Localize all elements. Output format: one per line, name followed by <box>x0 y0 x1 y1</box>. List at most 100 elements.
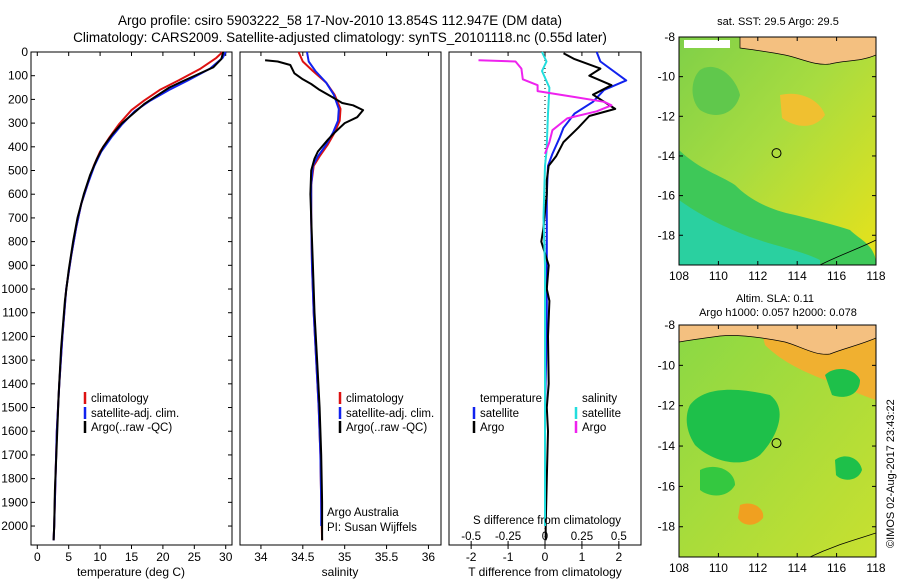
x-tick-label: 36 <box>422 550 436 564</box>
map-x-tick-label: 108 <box>669 561 689 575</box>
x-tick-label: 20 <box>156 550 170 564</box>
depth-tick-label: 100 <box>8 69 28 83</box>
s-difference-label: S difference from climatology <box>473 515 621 527</box>
sst-missing-data <box>684 40 730 48</box>
series-line-salinity-satellite <box>541 51 551 526</box>
series-line-salinity-argo <box>478 59 613 155</box>
temperature-panel: 0100200300400500600700800900100011001200… <box>1 45 641 579</box>
x-tick-label: -0.5 <box>461 531 481 543</box>
depth-tick-label: 1900 <box>1 495 28 509</box>
x-tick-label: 0 <box>34 550 41 564</box>
map-y-tick-label: -14 <box>658 149 676 163</box>
depth-tick-label: 1800 <box>1 472 28 486</box>
map-y-tick-label: -8 <box>664 318 675 332</box>
sla-low-region-3 <box>835 456 862 480</box>
temperature-x-axis: 0 5 10 15 20 25 30 <box>34 52 233 564</box>
depth-tick-label: 0 <box>21 45 28 59</box>
sst-map: sat. SST: 29.5 Argo: 29.5 108 110 112 114 11… <box>658 16 886 283</box>
difference-series <box>478 51 628 545</box>
legend-argo-label: Argo(..raw -QC) <box>346 422 427 434</box>
sla-low-region-1 <box>686 389 780 463</box>
series-line-temperature-satellite <box>544 51 628 526</box>
depth-tick-label: 600 <box>8 187 28 201</box>
sst-land-java <box>739 37 876 65</box>
temperature-axes-frame <box>30 51 233 546</box>
x-tick-label: 35.5 <box>375 550 399 564</box>
depth-tick-label: 1600 <box>1 424 28 438</box>
difference-legend: temperature satellite Argo salinity sate… <box>472 393 621 434</box>
depth-tick-label: 700 <box>8 211 28 225</box>
salinity-axes-frame <box>239 51 442 546</box>
depth-tick-label: 1400 <box>1 377 28 391</box>
sst-map-frame <box>678 36 877 266</box>
map-y-tick-label: -18 <box>658 228 676 242</box>
legend-argo-label: Argo(..raw -QC) <box>91 422 172 434</box>
x-tick-label: -2 <box>466 550 477 564</box>
depth-tick-label: 1700 <box>1 448 28 462</box>
legend-temperature-header: temperature <box>480 393 542 405</box>
sla-map: Altim. SLA: 0.11 Argo h1000: 0.057 h2000… <box>658 293 886 575</box>
temperature-series <box>52 51 227 541</box>
map-x-tick-label: 114 <box>788 269 807 283</box>
legend-climatology-label: climatology <box>346 393 404 405</box>
x-tick-label: 15 <box>125 550 139 564</box>
map-y-tick-label: -10 <box>658 70 676 84</box>
map-x-tick-label: 112 <box>748 269 767 283</box>
salinity-x-label: salinity <box>322 565 359 579</box>
map-y-tick-label: -16 <box>658 479 676 493</box>
imos-watermark: ©IMOS 02-Aug-2017 23:43:22 <box>885 399 897 548</box>
salinity-series <box>265 51 365 541</box>
x-tick-label: 34.5 <box>291 550 315 564</box>
sla-low-region-4 <box>700 466 735 496</box>
figure-title-line1: Argo profile: csiro 5903222_58 17-Nov-20… <box>117 13 563 28</box>
legend-temp-satellite-label: satellite <box>480 408 519 420</box>
series-line-argo <box>52 51 225 541</box>
sla-map-title-line1: Altim. SLA: 0.11 <box>736 293 814 305</box>
legend-temp-argo-label: Argo <box>480 422 504 434</box>
depth-tick-label: 2000 <box>1 519 28 533</box>
depth-tick-label: 1000 <box>1 282 28 296</box>
sla-map-title-line2: Argo h1000: 0.057 h2000: 0.078 <box>699 307 857 319</box>
sla-profile-location-marker <box>771 438 782 449</box>
x-tick-label: 25 <box>188 550 202 564</box>
legend-satellite-label: satellite-adj. clim. <box>346 408 434 420</box>
sla-land-java <box>679 325 876 355</box>
x-tick-label: 10 <box>93 550 107 564</box>
map-x-tick-label: 108 <box>669 269 689 283</box>
series-line-temperature-argo <box>540 52 617 541</box>
depth-tick-label: 1300 <box>1 353 28 367</box>
sst-coldest-region <box>679 200 820 265</box>
depth-tick-label: 300 <box>8 116 28 130</box>
map-x-tick-label: 110 <box>709 561 728 575</box>
temperature-legend: climatology satellite-adj. clim. Argo(..… <box>83 392 179 434</box>
depth-tick-label: 200 <box>8 92 28 106</box>
sst-axes: 108 110 112 114 116 118 -8 -10 -12 -14 -16 -18 <box>658 30 886 283</box>
map-x-tick-label: 118 <box>866 561 885 575</box>
x-tick-label: 30 <box>219 550 233 564</box>
sla-low-region-2 <box>825 368 860 397</box>
x-tick-label: 34 <box>254 550 268 564</box>
depth-tick-label: 900 <box>8 258 28 272</box>
legend-sal-argo-label: Argo <box>582 422 606 434</box>
map-x-tick-label: 112 <box>748 561 767 575</box>
x-tick-label: -1 <box>503 550 514 564</box>
x-tick-label: 1 <box>579 550 586 564</box>
x-tick-label: 35 <box>338 550 352 564</box>
x-tick-label: -0.25 <box>495 531 521 543</box>
map-x-tick-label: 110 <box>709 269 728 283</box>
depth-tick-label: 1500 <box>1 401 28 415</box>
legend-satellite-label: satellite-adj. clim. <box>91 408 179 420</box>
depth-tick-label: 1200 <box>1 329 28 343</box>
sst-coastline-australia <box>819 239 876 265</box>
legend-salinity-header: salinity <box>582 393 617 405</box>
map-y-tick-label: -12 <box>658 109 676 123</box>
map-x-tick-label: 116 <box>827 561 846 575</box>
map-y-tick-label: -16 <box>658 189 676 203</box>
map-y-tick-label: -10 <box>658 358 676 372</box>
sst-warm-patch <box>780 93 825 126</box>
series-line-argo <box>265 59 365 541</box>
x-tick-label: 0.25 <box>571 531 593 543</box>
x-tick-label: 0.5 <box>611 531 627 543</box>
